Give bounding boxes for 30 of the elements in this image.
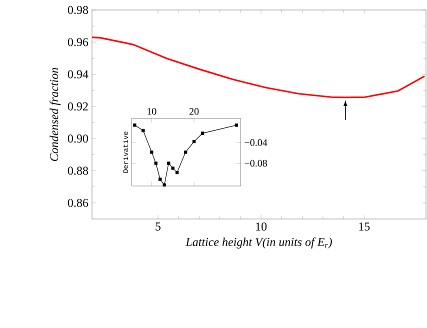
point	[192, 140, 196, 144]
point	[234, 124, 238, 127]
point	[133, 124, 136, 127]
y-tick-label: 0.96	[68, 38, 88, 46]
x-tick-label: 10	[256, 222, 267, 231]
y-tick-label: 0.90	[68, 134, 88, 143]
y-tick-label: 0.88	[68, 166, 88, 175]
point	[150, 150, 154, 154]
point	[184, 150, 188, 154]
x-tick-label: 20	[189, 108, 199, 115]
y-tick-label: 0.92	[68, 102, 88, 111]
point	[167, 162, 170, 165]
line-series	[92, 36, 426, 98]
x-tick-label: 5	[156, 222, 161, 230]
point	[200, 132, 204, 135]
point	[162, 183, 166, 187]
x-axis-title: Lattice height V(in units of E$_{r}$)	[186, 237, 332, 248]
y-axis-title: Condensed fraction	[50, 68, 61, 161]
x-tick-label: 15	[359, 222, 370, 231]
point	[175, 170, 179, 174]
point	[171, 166, 174, 170]
y-tick-label: 0.86	[68, 198, 88, 207]
y-tick-label: 0.94	[68, 70, 88, 78]
x-tick-label: 10	[148, 108, 156, 115]
y-tick-label: 0.98	[68, 6, 88, 14]
point	[142, 128, 145, 132]
y-tick-label: −0.08	[244, 160, 267, 167]
point	[158, 178, 162, 181]
point	[154, 162, 158, 165]
y-tick-label: −0.04	[244, 139, 268, 146]
